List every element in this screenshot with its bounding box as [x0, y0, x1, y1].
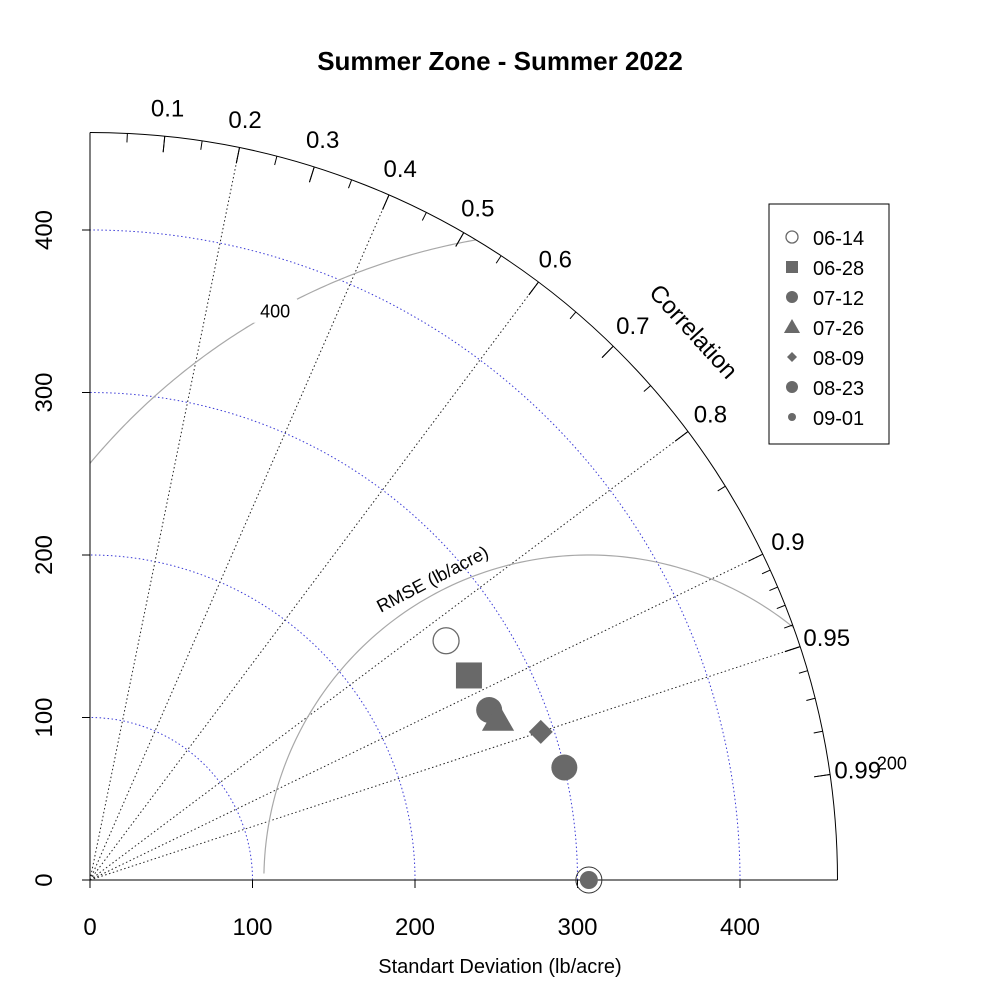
corr-grid-line: [89, 553, 763, 881]
corr-tick-label: 0.3: [306, 127, 339, 154]
corr-minor-tick: [200, 140, 203, 150]
x-tick-label: 400: [720, 914, 760, 941]
rmse-contour: [263, 554, 794, 874]
legend-label: 06-14: [813, 228, 864, 250]
legend-label: 07-12: [813, 288, 864, 310]
rmse-label-bg: [869, 750, 914, 775]
y-tick-label: 300: [31, 372, 58, 412]
corr-tick-label: 0.95: [803, 625, 850, 652]
data-point-08-23: [551, 754, 578, 781]
legend-marker-07-12: [786, 291, 798, 303]
corr-minor-tick: [348, 179, 353, 189]
corr-major-tick: [748, 553, 763, 562]
rmse-axis-label: RMSE (lb/acre): [373, 542, 491, 617]
data-point-07-26: [481, 702, 515, 731]
corr-grid-line: [89, 646, 801, 881]
data-point-06-28: [455, 662, 482, 689]
x-tick-label: 300: [557, 914, 597, 941]
legend-label: 08-23: [813, 378, 864, 400]
legend-label: 06-28: [813, 258, 864, 280]
legend-marker-06-28: [786, 261, 798, 273]
corr-major-tick: [601, 345, 614, 358]
x-tick-label: 200: [395, 914, 435, 941]
corr-minor-tick: [274, 156, 278, 166]
y-tick-label: 0: [31, 873, 58, 886]
correlation-axis-title: Correlation: [644, 279, 743, 384]
corr-minor-tick: [717, 485, 726, 492]
corr-minor-tick: [495, 255, 502, 264]
corr-tick-label: 0.6: [539, 247, 572, 274]
corr-grid-line: [89, 194, 390, 881]
data-point-06-14: [432, 627, 460, 655]
corr-minor-tick: [813, 730, 823, 734]
x-tick-label: 0: [83, 914, 96, 941]
legend: 06-14 06-28 07-12 07-26 08-09 08-23 09-01: [768, 203, 890, 445]
corr-minor-tick: [784, 624, 793, 629]
corr-major-tick: [528, 281, 539, 296]
sd-grid-arc: [89, 717, 253, 881]
chart-title: Summer Zone - Summer 2022: [317, 46, 683, 76]
corr-tick-label: 0.2: [228, 107, 261, 134]
legend-label: 07-26: [813, 318, 864, 340]
sd-grid-arc: [89, 554, 416, 881]
y-tick-label: 100: [31, 697, 58, 737]
corr-minor-tick: [569, 311, 577, 320]
corr-tick-label: 0.5: [461, 195, 494, 222]
legend-marker-08-09: [787, 352, 797, 362]
corr-grid-line: [89, 147, 240, 881]
corr-major-tick: [814, 774, 831, 778]
correlation-arc: [89, 132, 838, 881]
corr-tick-label: 0.99: [834, 758, 881, 785]
legend-marker-07-26: [783, 318, 801, 334]
corr-major-tick: [162, 136, 166, 153]
sd-grid-arc: [89, 392, 578, 881]
data-point-08-09: [528, 719, 553, 744]
corr-major-tick: [308, 166, 315, 183]
corr-grid-line: [89, 431, 689, 881]
corr-minor-tick: [761, 569, 771, 575]
rmse-contour: [89, 239, 477, 464]
corr-tick-label: 0.1: [151, 95, 184, 122]
legend-marker-08-23: [786, 381, 798, 393]
rmse-contour-label: 200: [877, 753, 907, 773]
corr-major-tick: [235, 147, 240, 164]
corr-minor-tick: [769, 586, 778, 592]
sd-grid-arc: [89, 229, 741, 881]
legend-label: 09-01: [813, 408, 864, 430]
legend-marker-06-14: [785, 230, 799, 244]
corr-major-tick: [674, 431, 689, 442]
corr-major-tick: [455, 232, 465, 247]
y-tick-label: 200: [31, 535, 58, 575]
corr-grid-line: [89, 281, 539, 881]
x-axis-title: Standart Deviation (lb/acre): [378, 956, 621, 978]
corr-tick-label: 0.7: [616, 313, 649, 340]
reference-marker: [575, 866, 603, 894]
corr-tick-label: 0.4: [384, 156, 417, 183]
rmse-label-bg: [253, 298, 298, 323]
x-tick-label: 100: [232, 914, 272, 941]
corr-tick-label: 0.9: [771, 529, 804, 556]
corr-minor-tick: [806, 697, 816, 701]
corr-minor-tick: [643, 385, 651, 392]
corr-minor-tick: [798, 670, 808, 674]
legend-label: 08-09: [813, 348, 864, 370]
axis-layer: 0 0 100 100 200 200 300 300 400 400 0.1 0.2 0.3 0.4 0.…: [31, 95, 881, 941]
marker-layer: [432, 627, 603, 894]
legend-marker-09-01: [788, 413, 796, 421]
corr-minor-tick: [776, 604, 786, 610]
data-point-09-01: [579, 871, 598, 889]
legend-box: [768, 203, 890, 445]
corr-tick-label: 0.8: [694, 402, 727, 429]
corr-major-tick: [382, 194, 390, 210]
corr-major-tick: [784, 646, 801, 653]
rmse-contour-label: 400: [260, 302, 290, 322]
corr-minor-tick: [421, 212, 427, 221]
y-tick-label: 400: [31, 210, 58, 250]
